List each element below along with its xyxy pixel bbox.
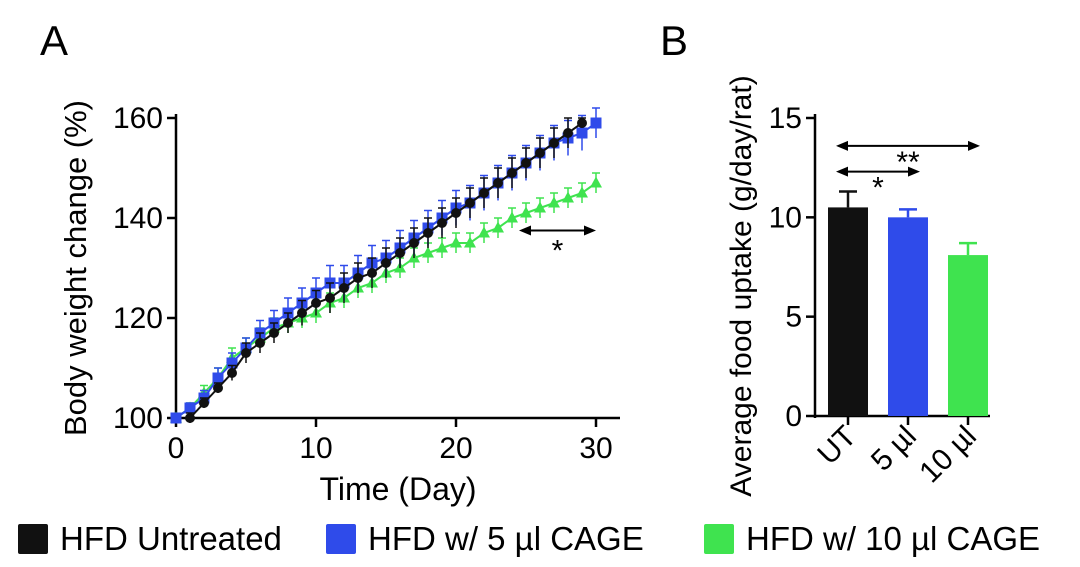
- data-point: [283, 318, 293, 328]
- x-tick-label: 10 µl: [913, 420, 983, 490]
- panel-a-line-chart: 100 120 140 160 0 10 20 30 Time (Day) Body weight…: [58, 100, 620, 507]
- data-point: [241, 348, 251, 358]
- series-2: [170, 172, 602, 423]
- data-point: [381, 258, 391, 268]
- data-point: [506, 211, 518, 223]
- data-point: [465, 198, 475, 208]
- x-tick-label: 5 µl: [865, 420, 923, 478]
- y-tick-label: 120: [113, 302, 163, 335]
- data-point: [493, 178, 503, 188]
- legend-item-untreated: HFD Untreated: [18, 514, 282, 564]
- x-axis-label: Time (Day): [319, 471, 476, 507]
- data-point: [170, 412, 182, 424]
- y-tick-label: 5: [785, 301, 802, 334]
- y-tick-label: 10: [769, 201, 802, 234]
- x-tick-label: UT: [811, 420, 863, 472]
- x-tick-label: 10: [299, 432, 332, 465]
- data-point: [422, 246, 434, 258]
- data-point: [562, 191, 574, 203]
- significance-arrow-head-right: [584, 225, 596, 236]
- data-point: [436, 241, 448, 253]
- data-point: [311, 298, 321, 308]
- panel-a-letter: A: [40, 17, 68, 64]
- legend-label-cage10: HFD w/ 10 µl CAGE: [746, 520, 1041, 557]
- y-axis-label: Body weight change (%): [58, 100, 93, 436]
- y-tick-label: 15: [769, 102, 802, 135]
- data-point: [339, 283, 349, 293]
- legend-item-cage5: HFD w/ 5 µl CAGE: [326, 514, 644, 564]
- data-point: [520, 206, 532, 218]
- data-point: [563, 128, 573, 138]
- legend-swatch-cage10: [704, 524, 734, 554]
- significance-arrow-head-left: [519, 225, 531, 236]
- legend-label-cage5: HFD w/ 5 µl CAGE: [368, 520, 644, 557]
- data-point: [464, 236, 476, 248]
- data-point: [199, 398, 209, 408]
- data-point: [576, 127, 588, 139]
- legend: HFD Untreated HFD w/ 5 µl CAGE HFD w/ 10…: [0, 514, 1080, 564]
- significance-label: *: [872, 172, 884, 205]
- significance-arrow-head-right: [908, 166, 920, 177]
- data-point: [590, 117, 602, 129]
- legend-swatch-untreated: [18, 524, 48, 554]
- bar-0: [828, 207, 868, 416]
- data-point: [353, 273, 363, 283]
- data-point: [437, 218, 447, 228]
- data-point: [213, 383, 223, 393]
- data-point: [479, 188, 489, 198]
- data-point: [185, 413, 195, 423]
- data-point: [548, 196, 560, 208]
- data-point: [226, 357, 238, 369]
- y-tick-label: 0: [785, 400, 802, 433]
- data-point: [576, 186, 588, 198]
- y-tick-label: 100: [113, 402, 163, 435]
- x-tick-label: 20: [439, 432, 472, 465]
- legend-label-untreated: HFD Untreated: [60, 520, 282, 557]
- data-point: [535, 148, 545, 158]
- significance-arrow-head-left: [836, 140, 848, 151]
- data-point: [423, 228, 433, 238]
- data-point: [577, 118, 587, 128]
- bar-1: [888, 217, 928, 416]
- x-tick-label: 0: [168, 432, 185, 465]
- data-point: [478, 226, 490, 238]
- data-point: [325, 293, 335, 303]
- y-axis-label: Average food uptake (g/day/rat): [725, 75, 758, 496]
- significance-arrow-head-left: [836, 166, 848, 177]
- data-point: [255, 338, 265, 348]
- data-point: [297, 308, 307, 318]
- data-point: [507, 168, 517, 178]
- data-point: [367, 268, 377, 278]
- data-point: [450, 236, 462, 248]
- series-line: [175, 182, 597, 419]
- data-point: [212, 372, 224, 384]
- data-point: [534, 201, 546, 213]
- y-tick-label: 160: [113, 102, 163, 135]
- data-point: [549, 138, 559, 148]
- series-0: [185, 117, 587, 423]
- legend-item-cage10: HFD w/ 10 µl CAGE: [704, 514, 1040, 564]
- data-point: [492, 221, 504, 233]
- data-point: [184, 402, 196, 414]
- y-tick-label: 140: [113, 202, 163, 235]
- data-point: [451, 208, 461, 218]
- panel-b-bar-chart: 0 5 10 15 Average food uptake (g/day/rat) UT 5…: [725, 75, 990, 497]
- data-point: [269, 328, 279, 338]
- data-point: [409, 238, 419, 248]
- significance-label: *: [552, 235, 564, 268]
- data-point: [521, 158, 531, 168]
- x-tick-label: 30: [579, 432, 612, 465]
- bar-2: [948, 255, 988, 416]
- data-point: [227, 368, 237, 378]
- data-point: [590, 176, 602, 188]
- panel-b-letter: B: [660, 17, 688, 64]
- data-point: [395, 248, 405, 258]
- significance-arrow-head-right: [968, 140, 980, 151]
- legend-swatch-cage5: [326, 524, 356, 554]
